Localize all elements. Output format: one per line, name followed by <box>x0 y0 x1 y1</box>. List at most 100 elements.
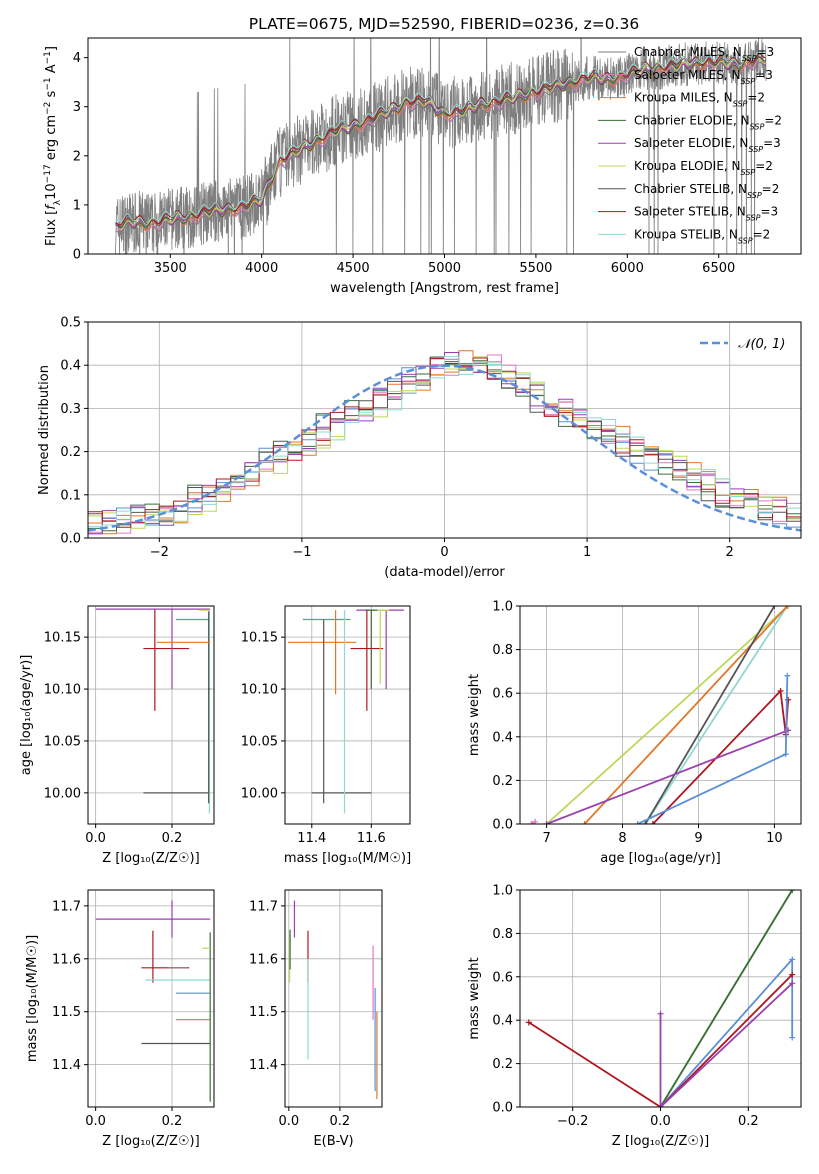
x-tick-label: 0.0 <box>85 1114 106 1129</box>
y-tick-label: 0.2 <box>492 1057 513 1072</box>
panel-age_vs_Z: 0.0 0.2 10.00 10.05 10.10 10.15 Z [log₁₀(Z/Z☉)… <box>19 605 215 866</box>
legend-label: Chabrier MILES, NSSP=3 <box>634 45 774 63</box>
axes-frame <box>284 605 411 825</box>
series-marker <box>642 821 649 824</box>
series-line <box>528 973 793 1107</box>
x-axis-label: age [log₁₀(age/yr)] <box>600 851 721 866</box>
plot-area <box>88 890 214 1107</box>
y-tick-label: 0.4 <box>492 1014 513 1029</box>
y-tick-label: 0.8 <box>492 927 513 942</box>
series-marker <box>777 688 784 695</box>
y-tick-label: 0.6 <box>492 687 513 702</box>
legend-label: Chabrier ELODIE, NSSP=2 <box>634 113 782 130</box>
x-tick-label: 0.2 <box>738 1114 759 1129</box>
y-axis-label: mass weight <box>467 674 482 756</box>
y-axis-label: mass [log₁₀(M/M☉)] <box>25 935 40 1062</box>
x-tick-label: 1 <box>583 545 591 560</box>
y-tick-label: 2 <box>73 149 81 164</box>
axes-frame <box>87 605 215 825</box>
x-axis-label: wavelength [Angstrom, rest frame] <box>330 281 559 296</box>
series-marker <box>528 821 535 824</box>
x-tick-label: 10 <box>766 831 783 846</box>
axes-frame <box>87 889 215 1108</box>
y-tick-label: 0.2 <box>492 774 513 789</box>
axes-frame <box>519 889 802 1108</box>
x-tick-label: 0.2 <box>330 1114 351 1129</box>
y-tick-label: 10.10 <box>44 683 81 698</box>
legend-label: Salpeter STELIB, NSSP=3 <box>634 205 778 223</box>
y-tick-label: 10.00 <box>44 786 81 801</box>
y-tick-label: 10.10 <box>241 683 278 698</box>
series-line <box>546 729 789 824</box>
series-marker <box>771 606 778 609</box>
series-marker <box>657 1104 664 1107</box>
x-axis-label: (data-model)/error <box>384 565 505 580</box>
series-line <box>659 890 793 1107</box>
axes-frame <box>87 37 802 255</box>
legend-label: Salpeter MILES, NSSP=3 <box>634 68 773 86</box>
legend-label: Salpeter ELODIE, NSSP=3 <box>634 136 781 154</box>
x-axis-label: E(B-V) <box>313 1134 353 1149</box>
series-line <box>644 606 789 824</box>
x-tick-label: 2 <box>726 545 734 560</box>
x-tick-label: 11.6 <box>357 831 386 846</box>
x-tick-label: 7 <box>542 831 550 846</box>
panel-massweight_vs_Z: −0.2 0.0 0.2 0.0 0.2 0.4 0.6 0.8 1.0 Z [log₁₀(Z/Z… <box>467 884 802 1149</box>
x-axis-label: Z [log₁₀(Z/Z☉)] <box>102 851 199 866</box>
plot-area <box>88 606 214 824</box>
y-tick-label: 0.1 <box>60 488 81 503</box>
series-marker <box>634 821 641 824</box>
series-line <box>644 606 776 824</box>
y-tick-label: 11.6 <box>52 952 81 967</box>
y-tick-label: 1 <box>73 198 81 213</box>
series-line <box>545 606 789 824</box>
y-tick-label: 10.05 <box>241 734 278 749</box>
y-tick-label: 0.6 <box>492 970 513 985</box>
series-marker <box>789 1034 796 1041</box>
panel-massweight_vs_age: 7 8 9 10 0.0 0.2 0.4 0.6 0.8 1.0 age [log₁₀(age/yr… <box>467 600 802 866</box>
plot-area <box>520 890 801 1107</box>
y-tick-label: 0.5 <box>60 316 81 331</box>
panel-spectrum: 3500 4000 4500 5000 5500 6000 6500 0 1 2 3 4 wavelen… <box>43 37 802 296</box>
y-tick-label: 0.8 <box>492 643 513 658</box>
y-tick-label: 0.0 <box>492 1101 513 1116</box>
series-marker <box>785 606 792 609</box>
panel-residuals: −2 −1 0 1 2 0.0 0.1 0.2 0.3 0.4 0.5 (data-model)/er… <box>37 316 802 580</box>
y-tick-label: 11.7 <box>52 899 81 914</box>
y-tick-label: 11.5 <box>249 1005 278 1020</box>
plot-area <box>88 322 801 538</box>
axes-frame <box>519 605 802 825</box>
plot-area <box>520 606 801 824</box>
y-tick-label: 11.6 <box>249 952 278 967</box>
x-tick-label: 6000 <box>611 261 644 276</box>
y-tick-label: 1.0 <box>492 600 513 615</box>
spectrum-model-chabrier-elodie <box>115 56 767 229</box>
y-tick-label: 0.0 <box>492 818 513 833</box>
x-tick-label: −2 <box>150 545 169 560</box>
x-tick-label: 0 <box>440 545 448 560</box>
series-marker <box>782 751 789 758</box>
x-tick-label: 0.0 <box>278 1114 299 1129</box>
plot-area <box>285 890 382 1107</box>
panel-age_vs_mass: 11.4 11.6 10.00 10.05 10.10 10.15 mass [log₁₀(… <box>241 605 411 866</box>
legend-label: Kroupa STELIB, NSSP=2 <box>634 227 770 245</box>
hist-kroupa-stelib <box>88 356 801 528</box>
chart-title: PLATE=0675, MJD=52590, FIBERID=0236, z=0… <box>249 15 639 33</box>
x-tick-label: 8 <box>618 831 626 846</box>
series-marker <box>649 821 656 824</box>
series-marker <box>789 971 796 978</box>
x-tick-label: 6500 <box>702 261 735 276</box>
legend-label: Kroupa ELODIE, NSSP=2 <box>634 159 773 177</box>
x-tick-label: 11.4 <box>297 831 326 846</box>
x-tick-label: 0.0 <box>85 831 106 846</box>
y-tick-label: 1.0 <box>492 884 513 899</box>
x-axis-label: Z [log₁₀(Z/Z☉)] <box>102 1134 199 1149</box>
y-tick-label: 10.15 <box>44 631 81 646</box>
y-tick-label: 11.4 <box>52 1058 81 1073</box>
panel-mass_vs_Z: 0.0 0.2 11.4 11.5 11.6 11.7 Z [log₁₀(Z/Z☉)] mas… <box>25 889 215 1149</box>
y-axis-label: Normed distribution <box>37 365 52 495</box>
x-tick-label: 3500 <box>154 261 187 276</box>
spectrum-model-kroupa-stelib <box>115 50 767 226</box>
legend-label: Chabrier STELIB, NSSP=2 <box>634 182 779 200</box>
